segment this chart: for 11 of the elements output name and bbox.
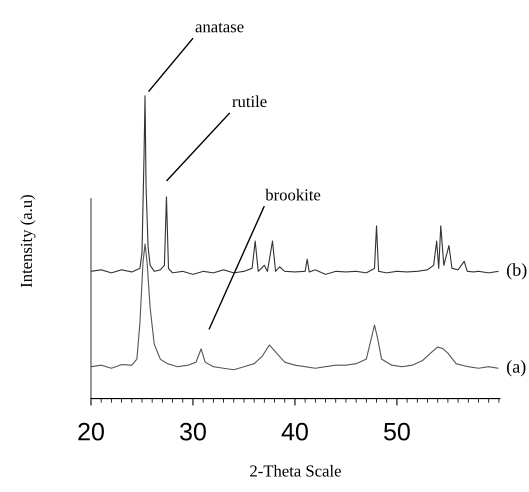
x-tick-label: 30 bbox=[180, 422, 206, 440]
x-tick-label: 50 bbox=[384, 422, 410, 440]
series-label: (a) bbox=[506, 360, 526, 376]
x-tick-label: 20 bbox=[78, 422, 104, 440]
series-label: (b) bbox=[506, 263, 526, 280]
x-axis-title: 2-Theta Scale bbox=[250, 464, 341, 477]
annotation: anatase bbox=[196, 22, 244, 32]
annotation: rutile bbox=[232, 95, 267, 108]
y-axis-title: Intensity (a.u) bbox=[20, 195, 36, 288]
annotation: brookite bbox=[265, 188, 320, 200]
x-tick-label: 40 bbox=[282, 422, 308, 440]
